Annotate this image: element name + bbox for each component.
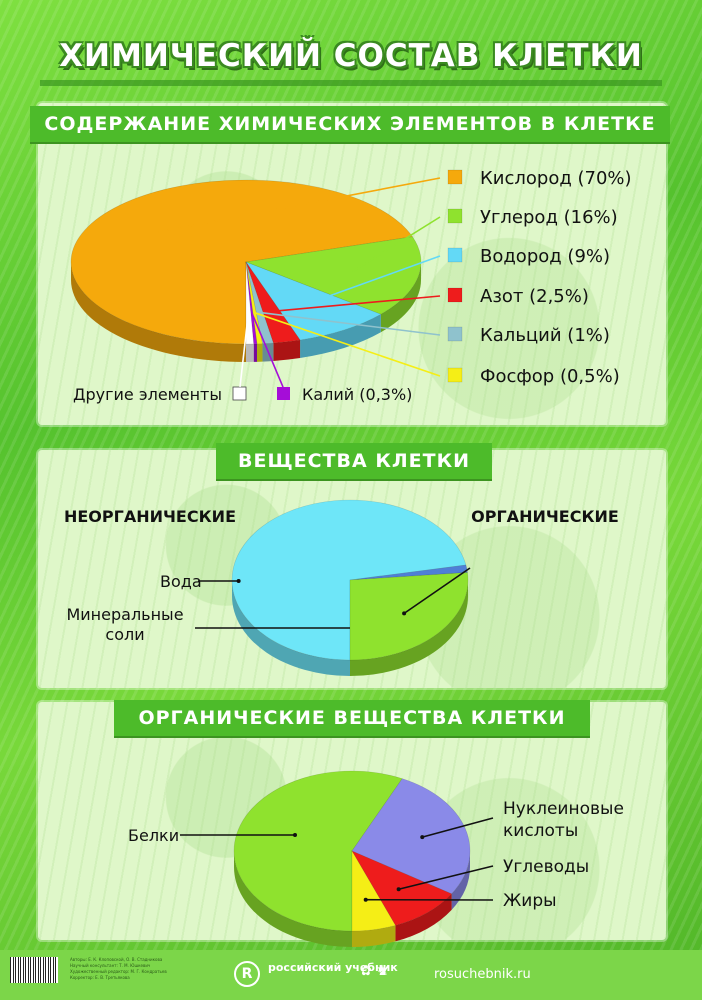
section-title-substances: ВЕЩЕСТВА КЛЕТКИ <box>216 443 492 479</box>
legend-label: Калий (0,3%) <box>302 385 412 404</box>
substances-slice-0 <box>231 499 467 661</box>
section-title-organic: ОРГАНИЧЕСКИЕ ВЕЩЕСТВА КЛЕТКИ <box>114 700 590 736</box>
leader-dot <box>420 835 425 840</box>
elements-slice-0 <box>70 179 413 345</box>
slice-label: Жиры <box>503 891 557 911</box>
organic-side-3 <box>352 925 396 947</box>
legend-label: Водород (9%) <box>480 246 610 267</box>
slice-label: Минеральные <box>66 605 183 624</box>
legend-swatch <box>447 208 463 224</box>
elements-slice-5 <box>245 261 263 345</box>
organic-pie <box>233 770 471 947</box>
leader-dot <box>293 833 297 837</box>
leader-line <box>422 817 494 838</box>
slice-label: соли <box>105 625 144 644</box>
elements-side-3 <box>273 339 301 361</box>
group-label-inorganic: НЕОРГАНИЧЕСКИЕ <box>64 507 236 526</box>
publisher-logo: R <box>234 961 260 987</box>
elements-slice-3 <box>245 261 301 344</box>
credits-block: Авторы: Е. К. Клоповской, О. В. Стаднико… <box>70 957 167 981</box>
leader-line <box>403 567 471 615</box>
leader-line <box>239 312 250 388</box>
leader-dot <box>363 897 368 902</box>
legend-label: Кислород (70%) <box>480 168 632 189</box>
leader-dot <box>236 579 241 583</box>
leader-line <box>352 216 441 273</box>
legend-swatch <box>232 386 247 401</box>
organic-side-1 <box>451 851 470 910</box>
legend-label: Кальций (1%) <box>480 325 610 346</box>
organic-side-2 <box>395 893 452 942</box>
leader-line <box>254 311 441 377</box>
elements-side-6 <box>253 343 257 362</box>
legend-swatch <box>447 247 463 263</box>
credit-line: Корректор: Е. В. Третьякова <box>70 975 130 980</box>
organic-slice-1 <box>351 778 471 895</box>
section-title-elements: СОДЕРЖАНИЕ ХИМИЧЕСКИХ ЭЛЕМЕНТОВ В КЛЕТКЕ <box>30 106 670 142</box>
elements-side-7 <box>246 343 254 362</box>
title-underline <box>40 80 662 86</box>
poster-title: ХИМИЧЕСКИЙ СОСТАВ КЛЕТКИ <box>59 38 643 74</box>
leader-line <box>306 255 441 305</box>
footer-icons: ✿ ♞ <box>360 963 389 979</box>
legend-swatch <box>447 326 463 342</box>
organic-slice-3 <box>351 849 396 932</box>
footer <box>0 950 702 1000</box>
slice-label: Вода <box>160 572 202 591</box>
credit-line: Научный консультант: Т. М. Юшкевич <box>70 963 151 968</box>
substances-slice-2 <box>349 572 469 661</box>
elements-slice-6 <box>245 261 258 345</box>
legend-swatch <box>447 287 463 303</box>
leader-line <box>158 177 441 233</box>
charts-canvas: Кислород (70%) Углерод (16%) Водород (9%) А… <box>64 168 632 947</box>
publisher-site[interactable]: rosuchebnik.ru <box>434 967 531 982</box>
credit-line: Авторы: Е. К. Клоповской, О. В. Стаднико… <box>70 957 163 962</box>
slice-label: Углеводы <box>503 857 589 877</box>
legend-swatch <box>277 387 290 400</box>
slice-label: Белки <box>128 826 179 845</box>
legend-swatch <box>447 169 463 185</box>
legend-label: Углерод (16%) <box>480 207 618 228</box>
legend-swatch <box>447 367 463 383</box>
elements-side-5 <box>256 343 263 362</box>
substances-pie <box>231 499 469 676</box>
elements-side-0 <box>71 262 246 362</box>
credit-line: Художественный редактор: М. Г. Кондратье… <box>70 969 167 974</box>
leader-line <box>259 311 441 336</box>
barcode <box>10 957 58 983</box>
leader-line <box>271 295 441 313</box>
substances-slice-1 <box>349 564 468 581</box>
organic-slice-0 <box>233 770 403 932</box>
elements-slice-4 <box>245 261 274 344</box>
slice-label: Нуклеиновые <box>503 799 624 819</box>
leader-line <box>251 312 284 388</box>
group-label-organic: ОРГАНИЧЕСКИЕ <box>471 507 619 526</box>
slice-label: кислоты <box>503 821 578 841</box>
publisher-name: российский учебник <box>268 961 398 974</box>
leader-line <box>398 865 494 890</box>
legend-label: Азот (2,5%) <box>480 286 589 307</box>
elements-side-1 <box>380 262 421 333</box>
leader-dot <box>402 611 407 616</box>
legend-label: Другие элементы <box>73 385 222 404</box>
leader-dot <box>396 887 401 892</box>
legend-label: Фосфор (0,5%) <box>480 366 620 387</box>
